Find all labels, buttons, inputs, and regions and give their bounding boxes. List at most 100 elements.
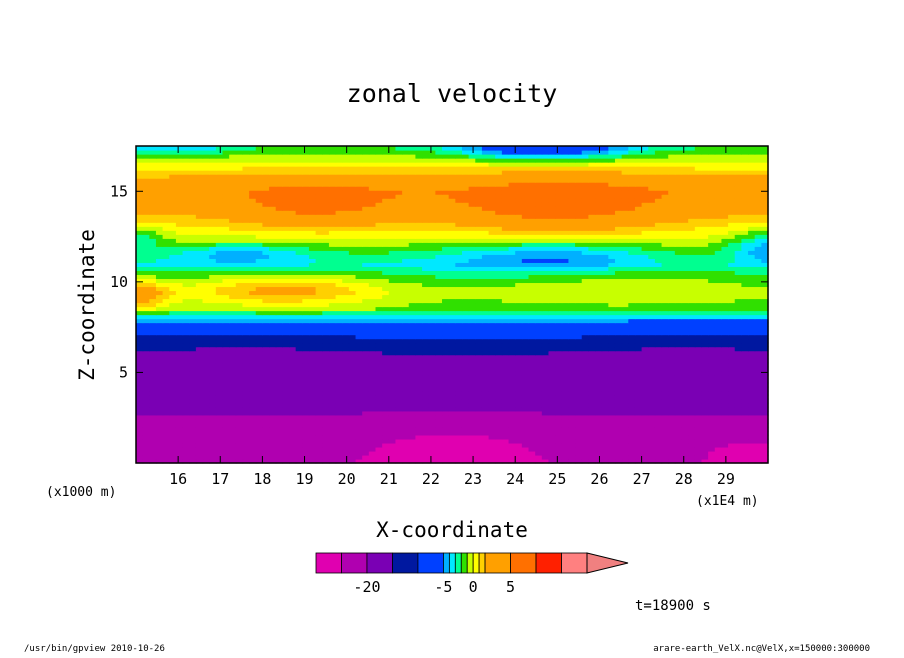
contour-cell <box>541 398 550 404</box>
contour-cell <box>468 418 476 424</box>
contour-cell <box>641 342 649 348</box>
contour-cell <box>608 414 616 420</box>
contour-cell <box>435 406 443 412</box>
contour-cell <box>229 350 237 356</box>
contour-cell <box>608 298 616 304</box>
contour-cell <box>282 330 290 336</box>
contour-cell <box>255 342 263 348</box>
contour-cell <box>641 298 649 304</box>
contour-cell <box>668 358 676 364</box>
contour-cell <box>142 290 150 296</box>
contour-cell <box>269 294 277 300</box>
contour-cell <box>634 434 643 440</box>
contour-cell <box>322 354 330 360</box>
contour-cell <box>521 310 530 316</box>
contour-cell <box>648 266 656 271</box>
contour-cell <box>621 374 629 380</box>
contour-cell <box>628 418 636 424</box>
contour-cell <box>621 306 629 312</box>
contour-cell <box>448 322 456 328</box>
contour-cell <box>501 430 510 436</box>
contour-cell <box>561 390 570 396</box>
contour-cell <box>295 426 303 432</box>
contour-cell <box>555 390 563 396</box>
contour-cell <box>521 390 530 396</box>
contour-cell <box>714 350 723 356</box>
contour-cell <box>748 298 756 304</box>
contour-cell <box>155 318 164 324</box>
contour-cell <box>654 342 663 348</box>
contour-cell <box>408 310 417 316</box>
contour-cell <box>628 366 636 372</box>
contour-cell <box>136 402 144 408</box>
contour-cell <box>528 330 536 336</box>
contour-cell <box>601 410 609 416</box>
contour-cell <box>754 302 762 308</box>
contour-cell <box>155 398 164 404</box>
contour-cell <box>315 270 323 275</box>
contour-cell <box>541 378 550 384</box>
contour-cell <box>442 454 450 460</box>
contour-cell <box>588 378 596 384</box>
contour-cell <box>728 422 736 428</box>
contour-cell <box>388 278 397 284</box>
contour-cell <box>408 322 417 328</box>
contour-cell <box>668 306 676 312</box>
contour-cell <box>728 330 736 336</box>
contour-cell <box>654 286 663 292</box>
contour-cell <box>641 394 649 400</box>
contour-cell <box>442 450 450 456</box>
contour-cell <box>734 358 742 364</box>
contour-cell <box>388 282 397 288</box>
contour-cell <box>295 418 303 424</box>
contour-cell <box>568 410 576 416</box>
contour-cell <box>754 298 762 304</box>
contour-cell <box>155 378 164 384</box>
contour-cell <box>282 402 290 408</box>
contour-cell <box>475 250 483 255</box>
contour-cell <box>169 266 177 271</box>
contour-cell <box>495 342 503 348</box>
contour-cell <box>322 310 330 316</box>
contour-cell <box>162 402 170 408</box>
contour-cell <box>202 286 210 292</box>
contour-cell <box>468 374 476 380</box>
contour-cell <box>342 450 350 456</box>
contour-cell <box>555 398 563 404</box>
contour-cell <box>681 410 689 416</box>
contour-cell <box>255 278 263 284</box>
contour-cell <box>136 350 144 356</box>
contour-cell <box>614 298 623 304</box>
contour-cell <box>555 402 563 408</box>
contour-cell <box>375 422 383 428</box>
contour-cell <box>515 294 523 300</box>
contour-cell <box>541 366 550 372</box>
contour-cell <box>382 262 390 267</box>
contour-cell <box>242 266 250 271</box>
contour-cell <box>375 302 383 308</box>
contour-cell <box>568 402 576 408</box>
contour-cell <box>741 386 749 392</box>
contour-cell <box>308 350 317 356</box>
contour-cell <box>155 410 164 416</box>
contour-cell <box>641 278 649 284</box>
contour-cell <box>149 258 157 263</box>
contour-cell <box>235 346 244 352</box>
contour-cell <box>295 370 303 376</box>
contour-cell <box>328 386 337 392</box>
contour-cell <box>508 438 516 444</box>
contour-cell <box>468 330 476 336</box>
contour-cell <box>714 354 723 360</box>
contour-cell <box>428 422 436 428</box>
contour-cell <box>282 298 290 304</box>
contour-cell <box>362 266 370 271</box>
contour-cell <box>195 266 204 271</box>
contour-cell <box>588 254 596 259</box>
contour-cell <box>688 450 696 456</box>
contour-cell <box>475 258 483 263</box>
contour-cell <box>561 290 570 296</box>
contour-cell <box>155 394 164 400</box>
contour-cell <box>335 314 343 320</box>
contour-cell <box>215 338 224 344</box>
contour-cell <box>661 434 669 440</box>
